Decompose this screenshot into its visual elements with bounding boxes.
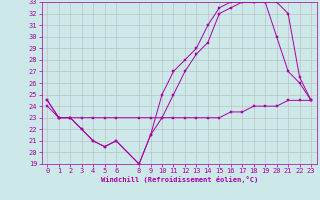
X-axis label: Windchill (Refroidissement éolien,°C): Windchill (Refroidissement éolien,°C) xyxy=(100,176,258,183)
